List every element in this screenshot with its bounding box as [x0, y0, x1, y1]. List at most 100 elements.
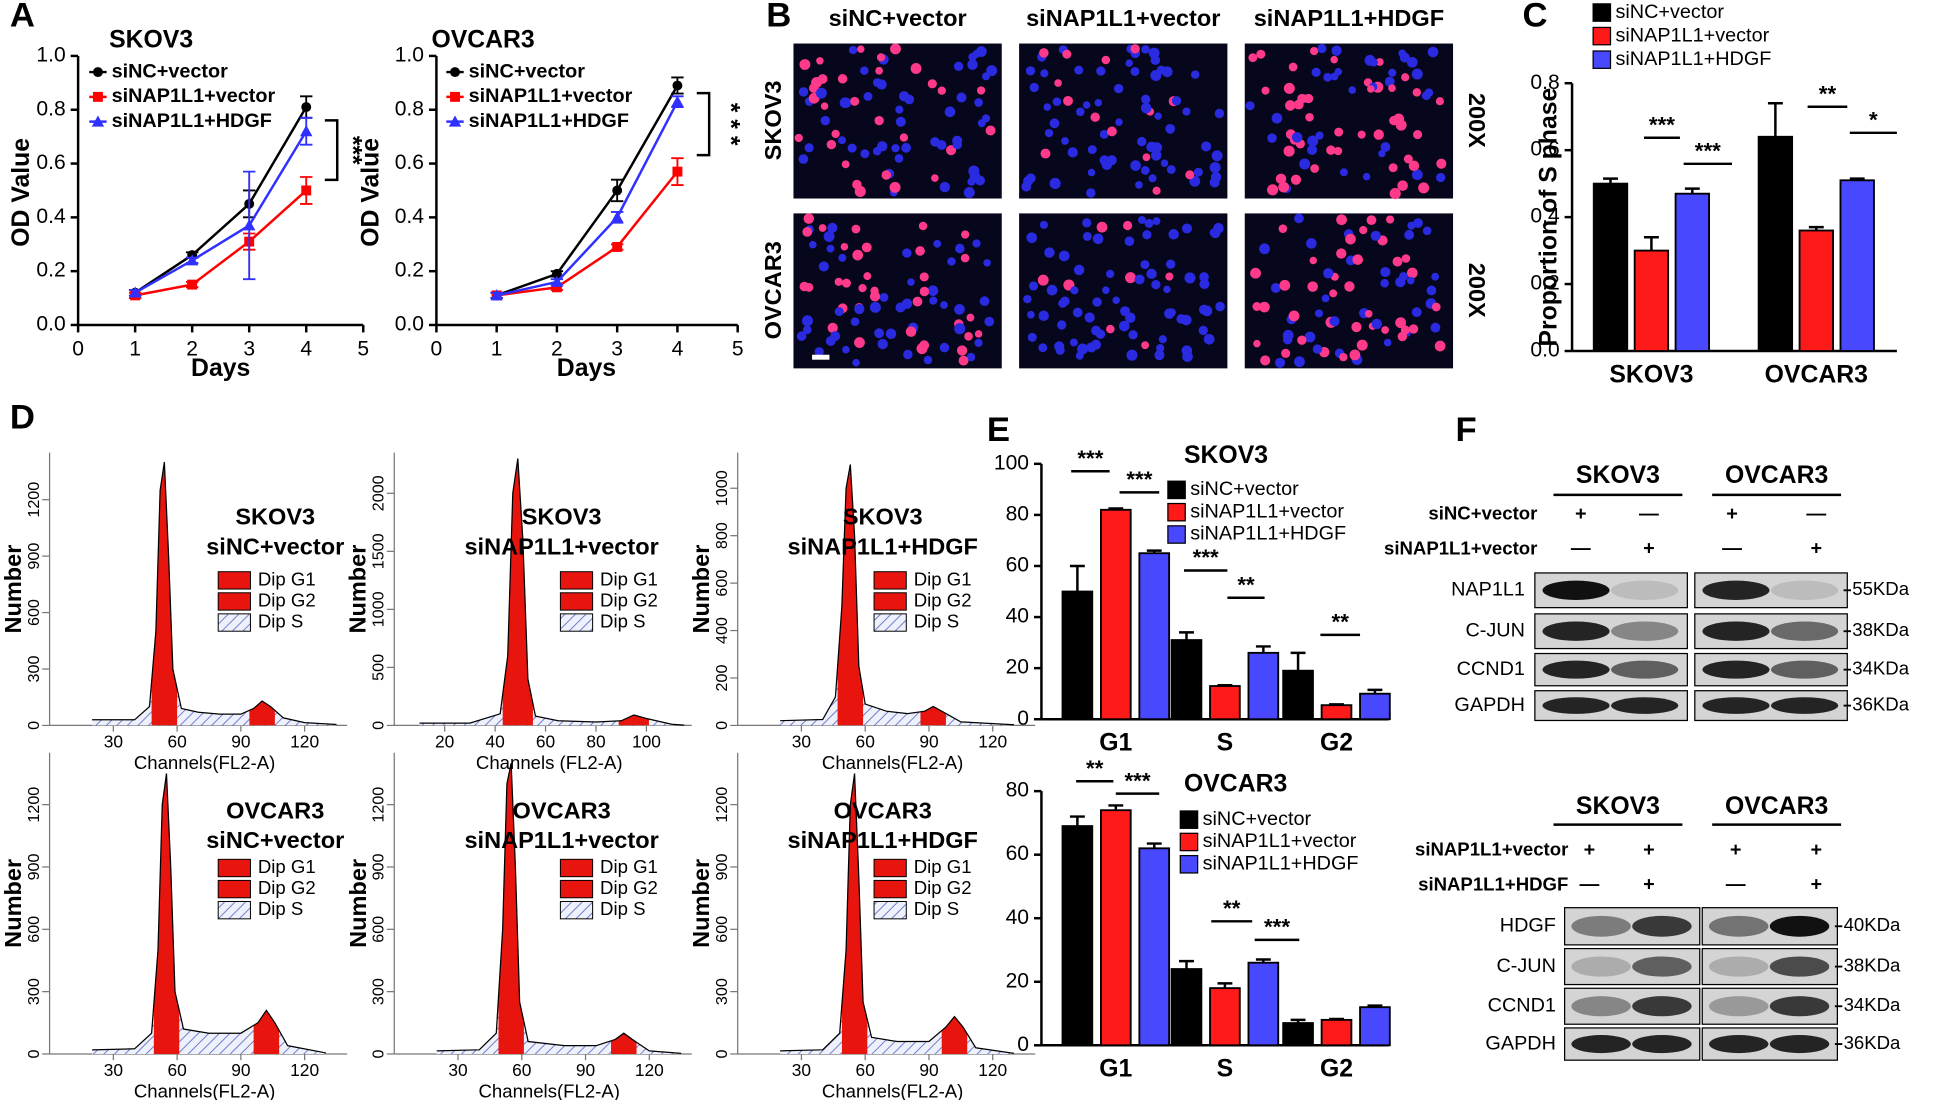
nucleus	[1082, 231, 1092, 241]
point	[672, 166, 683, 177]
nucleus	[827, 322, 838, 334]
nucleus	[961, 230, 970, 239]
nucleus	[1389, 187, 1401, 200]
legend-label: Dip S	[258, 610, 303, 631]
point	[92, 67, 103, 78]
nucleus	[1125, 59, 1133, 67]
size-label: 38KDa	[1852, 619, 1909, 640]
magnification: 200X	[1464, 263, 1490, 318]
nucleus	[1317, 43, 1327, 54]
point	[612, 185, 623, 196]
y-tick-label: 600	[713, 570, 731, 597]
y-axis-label: OD Value	[357, 138, 384, 247]
distribution-line	[419, 458, 685, 726]
nucleus	[877, 338, 888, 350]
y-tick-label: 300	[25, 978, 43, 1005]
nucleus	[1087, 145, 1097, 155]
legend-swatch	[217, 613, 251, 632]
blot-band	[1571, 996, 1631, 1017]
nucleus	[1424, 88, 1434, 98]
bar	[1247, 651, 1280, 721]
nucleus	[875, 66, 883, 75]
nucleus	[809, 240, 817, 249]
legend-swatch	[1167, 525, 1186, 544]
nucleus	[1043, 103, 1052, 111]
x-tick-label: G1	[1099, 1056, 1132, 1083]
legend-swatch	[1179, 832, 1199, 852]
nucleus	[816, 57, 824, 65]
nucleus	[1392, 256, 1403, 267]
nucleus	[1094, 98, 1103, 107]
nucleus	[923, 355, 933, 365]
nucleus	[1349, 349, 1361, 361]
nucleus	[927, 79, 937, 89]
nucleus	[1406, 276, 1415, 285]
y-tick-label: 900	[370, 854, 388, 881]
chart-title: OVCAR3	[1184, 770, 1287, 797]
nucleus	[827, 222, 838, 233]
protein-label: C-JUN	[1496, 955, 1555, 977]
nucleus	[857, 45, 865, 53]
significance-label: **	[1223, 896, 1241, 921]
nucleus	[848, 45, 858, 55]
nucleus	[975, 175, 986, 186]
blot-band	[1542, 660, 1610, 679]
nucleus	[1288, 62, 1298, 72]
y-tick-label: 0.2	[1530, 272, 1559, 295]
nucleus	[1434, 340, 1446, 352]
chart-subtitle: siNAP1L1+vector	[464, 827, 658, 853]
x-axis-label: Channels(FL2-A)	[822, 1080, 963, 1100]
nucleus	[1154, 112, 1162, 120]
bar	[1839, 179, 1875, 352]
legend-label: Dip G2	[914, 589, 972, 610]
nucleus	[916, 343, 928, 355]
bar	[1209, 987, 1241, 1047]
protein-label: GAPDH	[1454, 694, 1525, 716]
nucleus	[1037, 274, 1049, 286]
nucleus	[1290, 174, 1302, 185]
nucleus	[863, 92, 873, 101]
x-tick-label: 5	[732, 337, 744, 360]
x-tick-label: 5	[357, 337, 369, 360]
nucleus	[940, 301, 948, 309]
y-tick-label: 100	[994, 451, 1029, 474]
nucleus	[1182, 351, 1193, 362]
bar	[1757, 135, 1794, 352]
nucleus	[1106, 324, 1115, 334]
legend-label: siNAP1L1+HDGF	[112, 110, 272, 132]
chart-subtitle: siNAP1L1+vector	[464, 533, 658, 559]
y-tick-label: 0.6	[1530, 138, 1559, 161]
bar	[1100, 809, 1132, 1047]
blot-band	[1771, 580, 1839, 601]
x-tick-label: 0	[72, 337, 84, 360]
group-label: SKOV3	[1576, 793, 1660, 820]
nucleus	[863, 272, 872, 281]
x-tick-label: 40	[485, 731, 504, 751]
blot-band	[1769, 915, 1830, 937]
nucleus	[798, 87, 809, 97]
condition-sign: +	[1811, 874, 1823, 896]
bar	[1282, 669, 1314, 721]
y-tick-label: 300	[25, 656, 43, 683]
nucleus	[877, 141, 888, 152]
nucleus	[1357, 130, 1366, 139]
nucleus	[1253, 339, 1261, 348]
point	[128, 286, 142, 298]
nucleus	[1373, 129, 1384, 140]
y-tick-label: 40	[1006, 906, 1029, 929]
bar	[1061, 825, 1094, 1047]
nucleus	[895, 302, 906, 313]
blot-band	[1611, 580, 1679, 601]
distribution-line	[780, 464, 1015, 726]
nucleus	[850, 96, 860, 106]
nucleus	[839, 97, 851, 109]
nucleus	[937, 86, 946, 95]
x-tick-label: 30	[792, 731, 811, 751]
nucleus	[944, 106, 956, 118]
y-tick-label: 0.0	[395, 313, 424, 336]
y-tick-label: 0.4	[1530, 205, 1560, 228]
significance-bracket	[696, 91, 711, 157]
nucleus	[1267, 184, 1279, 196]
blot-band	[1571, 956, 1631, 977]
blot-band	[1771, 697, 1839, 714]
